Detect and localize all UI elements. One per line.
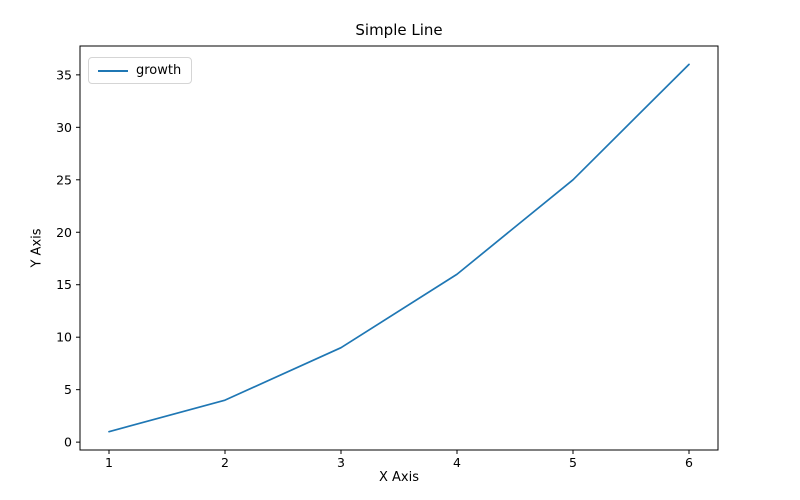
y-tick-label: 20	[56, 225, 72, 240]
y-tick-label: 30	[56, 120, 72, 135]
x-tick-label: 6	[685, 455, 693, 470]
x-tick-label: 4	[453, 455, 461, 470]
y-tick-label: 35	[56, 67, 72, 82]
y-tick-label: 5	[64, 382, 72, 397]
x-tick-label: 1	[105, 455, 113, 470]
chart-title: Simple Line	[355, 21, 443, 39]
y-tick-label: 10	[56, 330, 72, 345]
y-tick-label: 0	[64, 435, 72, 450]
legend: growth	[88, 57, 193, 84]
data-line	[108, 63, 690, 433]
x-tick-label: 3	[337, 455, 345, 470]
y-tick-label: 15	[56, 277, 72, 292]
x-axis-label: X Axis	[378, 470, 419, 485]
legend-line-sample-icon	[98, 69, 128, 72]
x-tick-label: 2	[221, 455, 229, 470]
y-tick-label: 25	[56, 172, 72, 187]
x-tick-label: 5	[569, 455, 577, 470]
legend-series-label: growth	[136, 63, 182, 78]
axes-spines	[79, 45, 719, 451]
